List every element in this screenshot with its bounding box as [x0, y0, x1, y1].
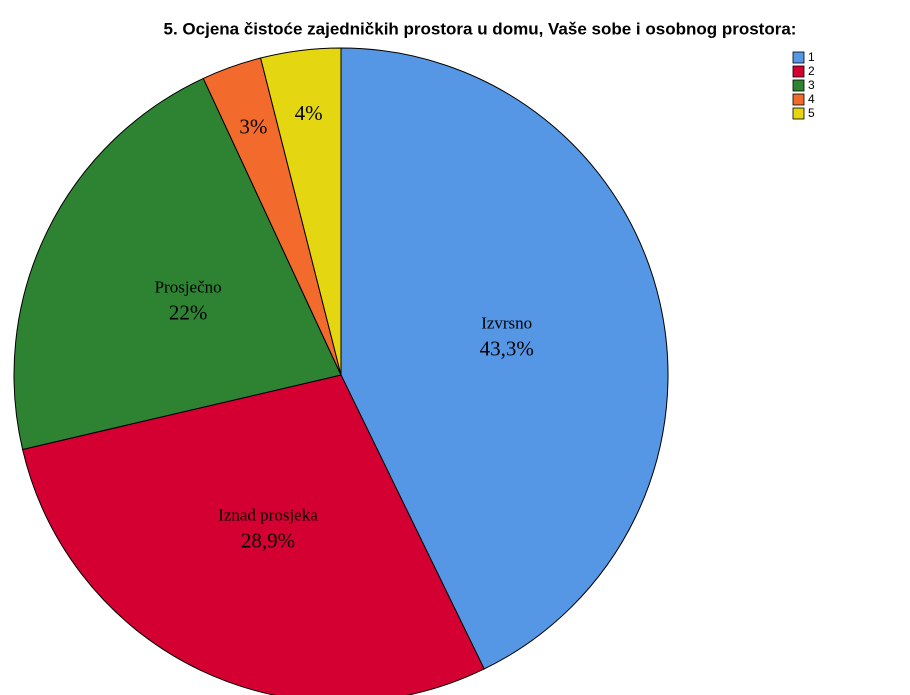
slice-label: Iznad prosjeka: [218, 505, 318, 524]
slice-label: Prosječno: [155, 277, 222, 296]
pie-slice: [13, 77, 342, 451]
pie-slice: [260, 47, 342, 376]
slice-label: Izvrsno: [481, 314, 532, 333]
pie-slice: [340, 47, 669, 670]
value-label: 4%: [295, 101, 323, 125]
legend-swatch: [792, 51, 805, 64]
legend-swatch: [792, 93, 805, 106]
legend-label: 4: [808, 92, 815, 106]
value-label: 22%: [169, 300, 208, 324]
pie-slice: [21, 374, 485, 695]
value-label: 43,3%: [480, 337, 534, 361]
legend-label: 1: [808, 50, 815, 64]
legend-label: 2: [808, 64, 815, 78]
legend-swatch: [792, 65, 805, 78]
value-label: 28,9%: [241, 528, 295, 552]
legend-label: 3: [808, 78, 815, 92]
chart-title: 5. Ocjena čistoće zajedničkih prostora u…: [164, 19, 797, 38]
legend-label: 5: [808, 106, 815, 120]
legend-swatch: [792, 79, 805, 92]
legend-swatch: [792, 107, 805, 120]
value-label: 3%: [239, 114, 267, 138]
